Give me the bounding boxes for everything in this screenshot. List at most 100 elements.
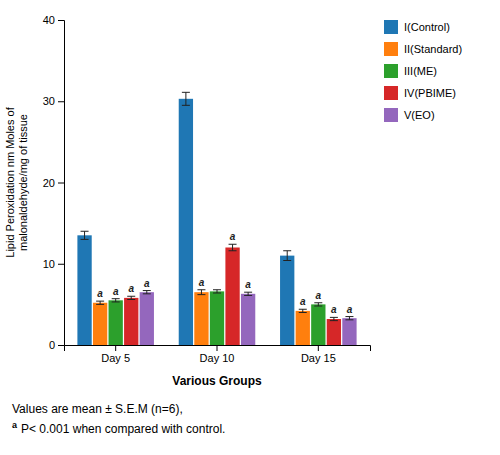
x-tick: Day 10 xyxy=(200,345,235,364)
series xyxy=(93,290,310,345)
error-bar xyxy=(229,244,237,251)
y-tick: 40 xyxy=(43,14,64,26)
y-axis-title-line: malonaldehyde/mg of tissue xyxy=(17,114,29,251)
error-bar xyxy=(127,296,135,299)
x-tick: Day 15 xyxy=(301,345,336,364)
bar xyxy=(93,303,107,345)
x-tick-label: Day 15 xyxy=(301,352,336,364)
legend-label: V(EO) xyxy=(404,109,435,121)
y-tick-mark xyxy=(58,20,64,21)
legend: I(Control) II(Standard) III(ME) IV(PBIME) V(… xyxy=(384,20,462,122)
x-tick-label: Day 10 xyxy=(200,352,235,364)
legend-label: III(ME) xyxy=(404,65,437,77)
x-tick-mark xyxy=(115,345,116,351)
y-tick-label: 20 xyxy=(43,177,55,189)
y-axis: 0 10 20 30 40 xyxy=(43,14,65,351)
y-tick: 30 xyxy=(43,95,64,107)
annotation: a xyxy=(199,277,205,288)
y-tick-mark xyxy=(58,264,64,265)
x-tick-mark xyxy=(217,345,218,351)
y-axis-title: Lipid Peroxidation nm Moles ofmalonaldeh… xyxy=(4,106,29,257)
y-tick-mark xyxy=(58,183,64,184)
bar xyxy=(77,235,91,345)
legend-item: I(Control) xyxy=(384,20,450,34)
legend-swatch xyxy=(384,64,398,78)
y-tick: 0 xyxy=(49,339,64,351)
error-bar xyxy=(330,317,338,320)
error-bar xyxy=(213,290,221,293)
legend-item: IV(PBIME) xyxy=(384,86,456,100)
series xyxy=(109,290,326,345)
annotation: a xyxy=(347,304,353,315)
footnote-symbol: a xyxy=(12,420,18,430)
error-bar xyxy=(96,301,104,304)
footnote: P< 0.001 when compared with control. xyxy=(21,422,225,436)
annotation: a xyxy=(97,288,103,299)
y-tick-mark xyxy=(58,101,64,102)
x-axis-line xyxy=(65,346,371,352)
legend-label: II(Standard) xyxy=(404,43,462,55)
x-tick-label: Day 5 xyxy=(101,352,130,364)
legend-swatch xyxy=(384,20,398,34)
bar xyxy=(280,256,294,345)
bar xyxy=(179,99,193,345)
bar xyxy=(140,292,154,345)
y-tick: 20 xyxy=(43,177,64,189)
y-tick-label: 0 xyxy=(49,339,55,351)
series xyxy=(140,291,357,345)
error-bar xyxy=(143,291,151,294)
annotation: a xyxy=(144,278,150,289)
legend-item: V(EO) xyxy=(384,108,435,122)
y-tick: 10 xyxy=(43,258,64,270)
error-bar xyxy=(314,303,322,306)
annotation: a xyxy=(128,283,134,294)
bar xyxy=(311,304,325,345)
bar xyxy=(327,319,341,345)
bar xyxy=(225,248,239,346)
footnotes: Values are mean ± S.E.M (n=6), aP< 0.001 … xyxy=(12,402,225,436)
bar xyxy=(296,311,310,345)
y-tick-label: 30 xyxy=(43,95,55,107)
chart: aaaaaaaaaaaDay 5Day 10Day 15010203040Var… xyxy=(0,0,500,455)
x-tick: Day 5 xyxy=(101,345,130,364)
error-bar xyxy=(299,309,307,312)
x-axis: Day 5 Day 10 Day 15 xyxy=(65,345,371,364)
error-bar xyxy=(182,92,190,105)
y-tick-mark xyxy=(58,345,64,346)
annotation: a xyxy=(245,279,251,290)
annotation: a xyxy=(230,231,236,242)
y-axis-line xyxy=(58,21,65,346)
x-axis-title: Various Groups xyxy=(172,374,262,388)
annotation: a xyxy=(331,304,337,315)
legend-swatch xyxy=(384,108,398,122)
bar xyxy=(124,298,138,345)
y-tick-label: 40 xyxy=(43,14,55,26)
footnote: Values are mean ± S.E.M (n=6), xyxy=(12,402,183,416)
annotations: aaaaaaaaaaa xyxy=(97,231,352,315)
legend-item: III(ME) xyxy=(384,64,437,78)
series xyxy=(77,92,294,345)
error-bar xyxy=(345,317,353,320)
error-bar xyxy=(112,299,120,302)
error-bar xyxy=(81,231,89,239)
bar xyxy=(342,318,356,345)
bar xyxy=(210,291,224,345)
error-bar xyxy=(197,290,205,295)
y-axis-title-line: Lipid Peroxidation nm Moles of xyxy=(4,106,16,257)
bar xyxy=(109,300,123,345)
marks xyxy=(77,92,356,345)
bar xyxy=(241,294,255,345)
error-bar xyxy=(283,251,291,261)
y-tick-label: 10 xyxy=(43,258,55,270)
legend-swatch xyxy=(384,42,398,56)
x-tick-mark xyxy=(318,345,319,351)
annotation: a xyxy=(316,290,322,301)
legend-label: I(Control) xyxy=(404,21,450,33)
legend-label: IV(PBIME) xyxy=(404,87,456,99)
legend-item: II(Standard) xyxy=(384,42,462,56)
bar xyxy=(194,292,208,345)
annotation: a xyxy=(113,286,119,297)
annotation: a xyxy=(300,296,306,307)
plot: aaaaaaaaaaaDay 5Day 10Day 15010203040Var… xyxy=(4,14,462,388)
legend-swatch xyxy=(384,86,398,100)
